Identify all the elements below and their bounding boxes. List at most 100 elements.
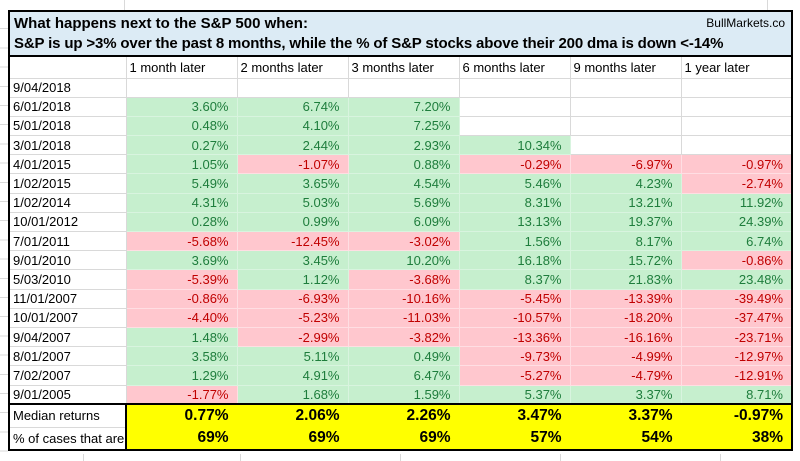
median-value-cell[interactable]: 0.77% (126, 403, 238, 428)
cases-value-cell[interactable]: 54% (570, 427, 682, 451)
value-cell[interactable]: -10.57% (459, 308, 571, 328)
value-cell[interactable]: -5.27% (459, 365, 571, 386)
value-cell[interactable]: 4.10% (237, 116, 349, 137)
value-cell[interactable]: -5.39% (126, 269, 238, 290)
column-header-cell[interactable]: 2 months later (237, 57, 349, 79)
value-cell[interactable] (237, 78, 349, 98)
value-cell[interactable]: -10.16% (348, 289, 460, 309)
value-cell[interactable]: 8.31% (459, 193, 571, 213)
value-cell[interactable]: -16.16% (570, 327, 682, 348)
value-cell[interactable]: 24.39% (681, 212, 793, 233)
date-cell[interactable]: 4/01/2015 (9, 154, 127, 175)
cases-value-cell[interactable]: 57% (459, 427, 571, 451)
value-cell[interactable]: 3.65% (237, 173, 349, 194)
value-cell[interactable]: 5.11% (237, 346, 349, 367)
value-cell[interactable]: 0.88% (348, 154, 460, 175)
value-cell[interactable]: 4.23% (570, 173, 682, 194)
value-cell[interactable]: -4.40% (126, 308, 238, 328)
value-cell[interactable] (459, 116, 571, 137)
value-cell[interactable]: 6.09% (348, 212, 460, 233)
date-cell[interactable]: 6/01/2018 (9, 97, 127, 117)
value-cell[interactable]: 4.91% (237, 365, 349, 386)
date-cell[interactable]: 9/01/2010 (9, 250, 127, 271)
value-cell[interactable]: 0.27% (126, 135, 238, 156)
value-cell[interactable]: -12.45% (237, 231, 349, 252)
median-value-cell[interactable]: 3.47% (459, 403, 571, 428)
value-cell[interactable]: 8.71% (681, 385, 793, 405)
value-cell[interactable] (570, 116, 682, 137)
column-header-cell[interactable]: 9 months later (570, 57, 682, 79)
value-cell[interactable]: -9.73% (459, 346, 571, 367)
value-cell[interactable]: -3.68% (348, 269, 460, 290)
value-cell[interactable]: 10.20% (348, 250, 460, 271)
value-cell[interactable]: 0.48% (126, 116, 238, 137)
value-cell[interactable]: 0.28% (126, 212, 238, 233)
date-cell[interactable]: 9/01/2005 (9, 385, 127, 405)
value-cell[interactable]: 0.49% (348, 346, 460, 367)
value-cell[interactable]: -4.79% (570, 365, 682, 386)
date-cell[interactable]: 11/01/2007 (9, 289, 127, 309)
value-cell[interactable]: 7.20% (348, 97, 460, 117)
value-cell[interactable]: -12.91% (681, 365, 793, 386)
value-cell[interactable]: -0.86% (126, 289, 238, 309)
value-cell[interactable]: 1.68% (237, 385, 349, 405)
value-cell[interactable]: 23.48% (681, 269, 793, 290)
value-cell[interactable] (348, 78, 460, 98)
value-cell[interactable] (681, 78, 793, 98)
column-header-cell[interactable]: 6 months later (459, 57, 571, 79)
value-cell[interactable]: 6.74% (681, 231, 793, 252)
value-cell[interactable]: -2.99% (237, 327, 349, 348)
value-cell[interactable]: -5.68% (126, 231, 238, 252)
value-cell[interactable]: 1.56% (459, 231, 571, 252)
value-cell[interactable] (681, 116, 793, 137)
value-cell[interactable]: 4.54% (348, 173, 460, 194)
date-cell[interactable]: 9/04/2018 (9, 78, 127, 98)
value-cell[interactable]: -6.97% (570, 154, 682, 175)
value-cell[interactable]: -0.29% (459, 154, 571, 175)
value-cell[interactable]: 16.18% (459, 250, 571, 271)
value-cell[interactable] (459, 97, 571, 117)
value-cell[interactable]: 3.45% (237, 250, 349, 271)
value-cell[interactable]: 3.58% (126, 346, 238, 367)
value-cell[interactable]: 5.46% (459, 173, 571, 194)
value-cell[interactable] (570, 135, 682, 156)
value-cell[interactable]: -1.07% (237, 154, 349, 175)
value-cell[interactable]: 1.12% (237, 269, 349, 290)
median-value-cell[interactable]: 2.26% (348, 403, 460, 428)
value-cell[interactable]: 21.83% (570, 269, 682, 290)
value-cell[interactable]: -18.20% (570, 308, 682, 328)
median-value-cell[interactable]: 2.06% (237, 403, 349, 428)
value-cell[interactable]: 3.60% (126, 97, 238, 117)
value-cell[interactable]: 13.21% (570, 193, 682, 213)
value-cell[interactable]: 4.31% (126, 193, 238, 213)
date-cell[interactable]: 7/02/2007 (9, 365, 127, 386)
value-cell[interactable]: -13.39% (570, 289, 682, 309)
value-cell[interactable]: 8.37% (459, 269, 571, 290)
value-cell[interactable]: 5.49% (126, 173, 238, 194)
date-cell[interactable]: 5/03/2010 (9, 269, 127, 290)
value-cell[interactable] (126, 78, 238, 98)
value-cell[interactable]: -3.02% (348, 231, 460, 252)
cases-value-cell[interactable]: 69% (348, 427, 460, 451)
value-cell[interactable]: -5.45% (459, 289, 571, 309)
value-cell[interactable] (570, 97, 682, 117)
value-cell[interactable]: 5.69% (348, 193, 460, 213)
value-cell[interactable]: 1.29% (126, 365, 238, 386)
value-cell[interactable]: -37.47% (681, 308, 793, 328)
value-cell[interactable]: 1.48% (126, 327, 238, 348)
value-cell[interactable] (681, 135, 793, 156)
date-cell[interactable]: 7/01/2011 (9, 231, 127, 252)
value-cell[interactable]: 0.99% (237, 212, 349, 233)
title-block[interactable]: What happens next to the S&P 500 when: B… (8, 10, 793, 57)
date-cell[interactable]: 1/02/2014 (9, 193, 127, 213)
cases-value-cell[interactable]: 69% (237, 427, 349, 451)
value-cell[interactable]: 5.37% (459, 385, 571, 405)
value-cell[interactable]: -1.77% (126, 385, 238, 405)
value-cell[interactable]: -12.97% (681, 346, 793, 367)
value-cell[interactable]: -2.74% (681, 173, 793, 194)
corner-cell[interactable] (9, 57, 127, 79)
value-cell[interactable]: -13.36% (459, 327, 571, 348)
value-cell[interactable]: 10.34% (459, 135, 571, 156)
value-cell[interactable]: -0.97% (681, 154, 793, 175)
cases-label[interactable]: % of cases that are (9, 427, 127, 451)
